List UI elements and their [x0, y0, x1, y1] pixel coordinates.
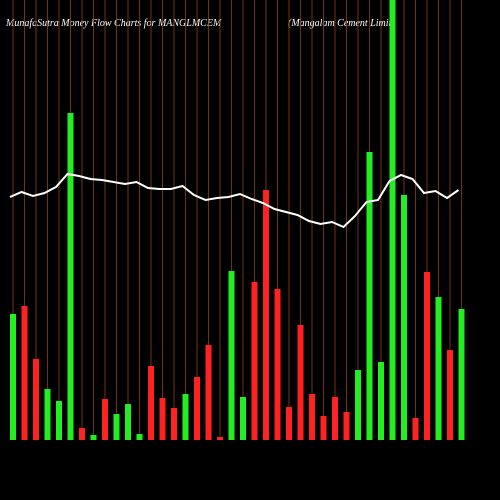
- bar: [401, 195, 407, 440]
- bar: [355, 370, 361, 440]
- bar: [159, 398, 166, 440]
- bar: [240, 397, 246, 440]
- chart-subtitle: (Mangalam Cement Limit: [288, 18, 392, 29]
- bar: [458, 309, 465, 440]
- bar: [205, 345, 212, 440]
- bar: [297, 325, 304, 440]
- bar: [263, 190, 269, 440]
- bar: [125, 404, 131, 440]
- bar: [228, 271, 235, 440]
- bar: [21, 306, 28, 440]
- bar: [378, 362, 384, 440]
- bar: [389, 0, 396, 440]
- bar: [286, 407, 292, 440]
- bar: [320, 416, 327, 440]
- bar: [412, 418, 419, 440]
- bar: [90, 435, 97, 440]
- chart-title: MunafaSutra Money Flow Charts for MANGLM…: [5, 18, 222, 29]
- bar: [102, 399, 108, 440]
- bar: [171, 408, 177, 440]
- bar: [309, 394, 315, 440]
- bar: [366, 152, 373, 440]
- bar: [194, 377, 200, 440]
- bar: [113, 414, 120, 440]
- bar: [435, 297, 442, 440]
- bar: [148, 366, 154, 440]
- bar: [217, 437, 223, 440]
- bar: [44, 389, 51, 440]
- bar: [332, 397, 338, 440]
- bar: [10, 314, 16, 440]
- bar: [447, 350, 453, 440]
- bar: [274, 289, 281, 440]
- bar: [424, 272, 430, 440]
- line: [9, 172, 460, 229]
- bar: [79, 428, 85, 440]
- bar: [56, 401, 62, 440]
- bar: [67, 113, 74, 440]
- bar: [251, 282, 258, 440]
- bar: [343, 412, 350, 440]
- bar: [182, 394, 189, 440]
- bar: [33, 359, 39, 440]
- bar: [136, 434, 143, 440]
